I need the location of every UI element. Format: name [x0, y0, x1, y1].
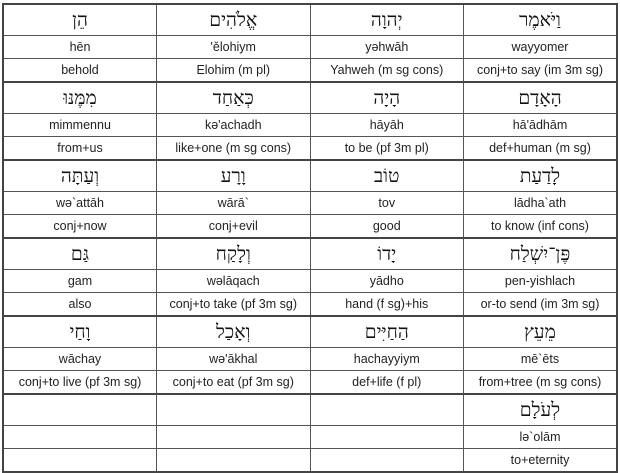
- transliteration-cell: [156, 425, 311, 449]
- hebrew-word-cell: הַחַיִּים: [309, 315, 464, 348]
- gloss-cell: conj+to take (pf 3m sg): [156, 292, 311, 317]
- gloss-cell: hand (f sg)+his: [309, 292, 464, 317]
- gloss-row: to+eternity: [2, 448, 618, 473]
- gloss-cell: conj+to eat (pf 3m sg): [156, 370, 311, 395]
- gloss-cell: to+eternity: [463, 448, 618, 473]
- transliteration-cell: wə'ākhal: [156, 347, 311, 371]
- gloss-row: from+us like+one (m sg cons) to be (pf 3m …: [2, 136, 618, 161]
- hebrew-word-row: גַּם וְלָקַח יָדוֹ פֶּן־יִשְׁלַח: [2, 237, 618, 270]
- transliteration-cell: [2, 425, 157, 449]
- gloss-cell: [2, 448, 157, 473]
- transliteration-row: mimmennu kə'achadh hāyāh hā'ādhām: [2, 113, 618, 137]
- hebrew-word-cell: וָרָע: [156, 159, 311, 192]
- gloss-cell: from+us: [2, 136, 157, 161]
- transliteration-cell: mimmennu: [2, 113, 157, 137]
- transliteration-cell: wāchay: [2, 347, 157, 371]
- hebrew-word-row: מִמֶּנּוּ כְּאַחַד הָיָה הָאָדָם: [2, 81, 618, 114]
- hebrew-word-cell: מֵעֵץ: [463, 315, 618, 348]
- gloss-cell: conj+to say (im 3m sg): [463, 58, 618, 83]
- transliteration-cell: mē`ēts: [463, 347, 618, 371]
- gloss-cell: def+human (m sg): [463, 136, 618, 161]
- transliteration-cell: gam: [2, 269, 157, 293]
- transliteration-cell: kə'achadh: [156, 113, 311, 137]
- gloss-row: also conj+to take (pf 3m sg) hand (f sg)+h…: [2, 292, 618, 317]
- gloss-cell: good: [309, 214, 464, 239]
- hebrew-word-cell: פֶּן־יִשְׁלַח: [463, 237, 618, 270]
- gloss-cell: conj+now: [2, 214, 157, 239]
- hebrew-word-cell: הָיָה: [309, 81, 464, 114]
- gloss-cell: conj+evil: [156, 214, 311, 239]
- hebrew-word-cell: כְּאַחַד: [156, 81, 311, 114]
- hebrew-word-cell: הָאָדָם: [463, 81, 618, 114]
- gloss-cell: Elohim (m pl): [156, 58, 311, 83]
- gloss-row: conj+now conj+evil good to know (inf cons): [2, 214, 618, 239]
- hebrew-word-cell: [156, 393, 311, 426]
- gloss-cell: [309, 448, 464, 473]
- gloss-cell: [156, 448, 311, 473]
- transliteration-cell: wəlāqach: [156, 269, 311, 293]
- hebrew-word-cell: גַּם: [2, 237, 157, 270]
- transliteration-row: gam wəlāqach yādho pen-yishlach: [2, 269, 618, 293]
- transliteration-cell: yəhwāh: [309, 35, 464, 59]
- hebrew-word-cell: וְעַתָּה: [2, 159, 157, 192]
- hebrew-word-cell: הֵן: [2, 3, 157, 36]
- gloss-row: behold Elohim (m pl) Yahweh (m sg cons) con…: [2, 58, 618, 83]
- hebrew-word-row: לְעֹלָם: [2, 393, 618, 426]
- hebrew-word-cell: יְהוָה: [309, 3, 464, 36]
- hebrew-word-cell: לָדַעַת: [463, 159, 618, 192]
- transliteration-cell: hachayyiym: [309, 347, 464, 371]
- transliteration-cell: wārā`: [156, 191, 311, 215]
- gloss-cell: or-to send (im 3m sg): [463, 292, 618, 317]
- hebrew-word-cell: [2, 393, 157, 426]
- gloss-cell: also: [2, 292, 157, 317]
- gloss-row: conj+to live (pf 3m sg) conj+to eat (pf 3…: [2, 370, 618, 395]
- transliteration-cell: hā'ādhām: [463, 113, 618, 137]
- transliteration-cell: hēn: [2, 35, 157, 59]
- hebrew-word-cell: לְעֹלָם: [463, 393, 618, 426]
- hebrew-word-cell: [309, 393, 464, 426]
- hebrew-word-cell: מִמֶּנּוּ: [2, 81, 157, 114]
- hebrew-word-row: הֵן אֱלֹהִים יְהוָה וַיֹּאמֶר: [2, 3, 618, 36]
- hebrew-word-cell: וַיֹּאמֶר: [463, 3, 618, 36]
- transliteration-cell: yādho: [309, 269, 464, 293]
- gloss-cell: behold: [2, 58, 157, 83]
- hebrew-word-cell: יָדוֹ: [309, 237, 464, 270]
- transliteration-cell: [309, 425, 464, 449]
- transliteration-row: hēn'ělohiym yəhwāh wayyomer: [2, 35, 618, 59]
- transliteration-cell: lādha`ath: [463, 191, 618, 215]
- transliteration-cell: wə`attāh: [2, 191, 157, 215]
- gloss-cell: to know (inf cons): [463, 214, 618, 239]
- transliteration-cell: 'ělohiym: [156, 35, 311, 59]
- hebrew-word-cell: וְאָכַל: [156, 315, 311, 348]
- gloss-cell: Yahweh (m sg cons): [309, 58, 464, 83]
- hebrew-word-cell: אֱלֹהִים: [156, 3, 311, 36]
- transliteration-cell: pen-yishlach: [463, 269, 618, 293]
- transliteration-row: wə`attāh wārā` tov lādha`ath: [2, 191, 618, 215]
- hebrew-word-cell: וָחַי: [2, 315, 157, 348]
- gloss-cell: from+tree (m sg cons): [463, 370, 618, 395]
- hebrew-word-row: וָחַי וְאָכַל הַחַיִּים מֵעֵץ: [2, 315, 618, 348]
- transliteration-cell: lə`olām: [463, 425, 618, 449]
- hebrew-word-cell: וְלָקַח: [156, 237, 311, 270]
- gloss-cell: def+life (f pl): [309, 370, 464, 395]
- transliteration-row: lə`olām: [2, 425, 618, 449]
- transliteration-row: wāchay wə'ākhal hachayyiym mē`ēts: [2, 347, 618, 371]
- hebrew-word-row: וְעַתָּה וָרָע טוֹב לָדַעַת: [2, 159, 618, 192]
- hebrew-word-cell: טוֹב: [309, 159, 464, 192]
- transliteration-cell: hāyāh: [309, 113, 464, 137]
- transliteration-cell: wayyomer: [463, 35, 618, 59]
- vocabulary-table: הֵן אֱלֹהִים יְהוָה וַיֹּאמֶר hēn'ělohiym yəh…: [2, 3, 618, 473]
- gloss-cell: to be (pf 3m pl): [309, 136, 464, 161]
- gloss-cell: like+one (m sg cons): [156, 136, 311, 161]
- transliteration-cell: tov: [309, 191, 464, 215]
- gloss-cell: conj+to live (pf 3m sg): [2, 370, 157, 395]
